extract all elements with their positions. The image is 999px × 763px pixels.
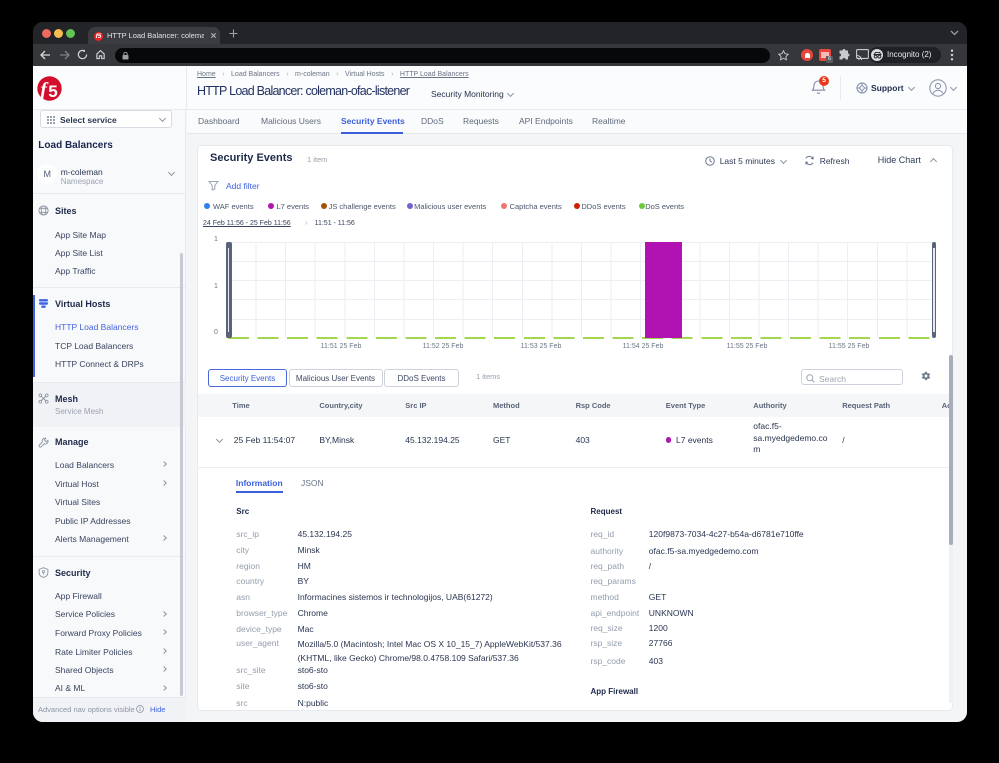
svg-text:f: f: [40, 79, 49, 101]
svg-text:5: 5: [48, 82, 57, 101]
